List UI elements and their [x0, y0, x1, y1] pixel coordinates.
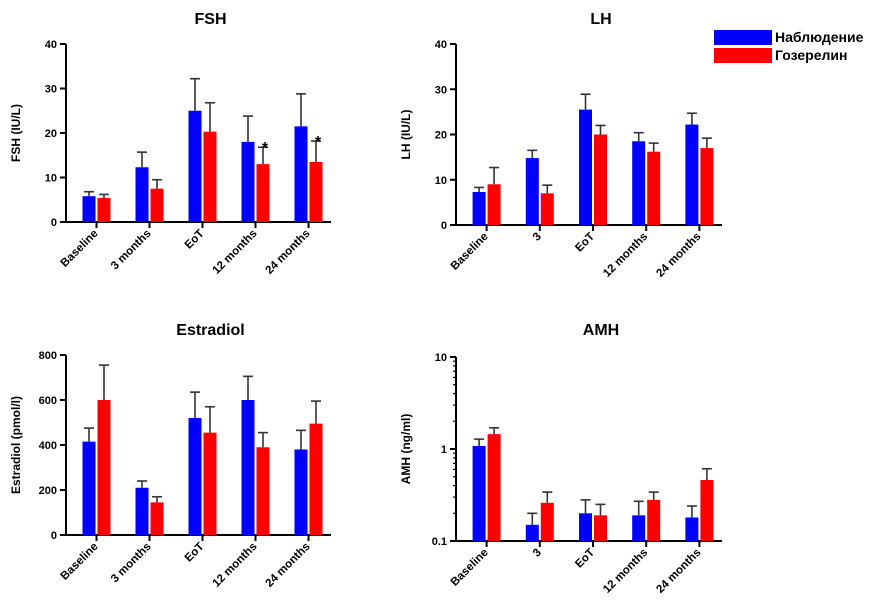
bar-goserelin [97, 400, 111, 535]
bar-observation [685, 124, 699, 225]
chart-title: Estradiol [176, 322, 244, 339]
x-tick-label: EoT [183, 228, 207, 252]
bar-goserelin [203, 432, 217, 535]
bar-observation [188, 110, 202, 222]
bar-goserelin [540, 193, 554, 225]
bar-observation [82, 441, 96, 535]
y-tick-label: 0 [51, 217, 57, 229]
bar-goserelin [647, 499, 661, 541]
bar-goserelin [700, 480, 714, 541]
x-tick-label: 24 months [263, 541, 312, 590]
y-tick-label: 10 [435, 352, 447, 364]
legend: Наблюдение Гозерелин [714, 29, 864, 63]
x-tick-label: 12 months [210, 228, 259, 277]
bar-goserelin [256, 164, 270, 222]
y-tick-label: 10 [45, 173, 57, 185]
bar-observation [579, 513, 592, 541]
bar-observation [294, 126, 308, 222]
x-tick-label: 3 [531, 231, 544, 244]
x-tick-label: 12 months [210, 541, 259, 590]
x-tick-label: 3 months [109, 228, 154, 273]
y-tick-label: 600 [39, 395, 57, 407]
bar-goserelin [540, 502, 554, 541]
y-tick-label: 30 [45, 84, 57, 96]
y-tick-label: 0 [441, 220, 447, 232]
bar-goserelin [309, 423, 323, 535]
chart-title: AMH [583, 322, 619, 339]
y-tick-label: 800 [39, 350, 57, 362]
legend-label: Гозерелин [775, 47, 847, 63]
bar-observation [294, 449, 308, 535]
y-tick-label: 1 [441, 444, 447, 456]
x-tick-label: 24 months [654, 547, 703, 596]
y-axis-label: Estradiol (pmol/l) [9, 396, 23, 494]
y-tick-label: 0 [51, 530, 57, 542]
chart-title: LH [590, 11, 611, 28]
y-tick-label: 0.1 [432, 536, 447, 548]
x-tick-label: 24 months [654, 231, 703, 280]
y-axis-label: AMH (ng/ml) [399, 414, 413, 485]
x-tick-label: EoT [573, 547, 597, 571]
y-tick-label: 40 [45, 39, 57, 51]
x-tick-label: 24 months [263, 228, 312, 277]
chart-panel-fsh: FSH FSH (IU/L) 0 10 20 30 40 Baseline 3 months Eo… [9, 11, 331, 277]
bar-observation [685, 517, 699, 541]
x-tick-label: 3 months [109, 541, 154, 586]
bar-goserelin [256, 447, 270, 535]
significance-marker: * [315, 134, 322, 151]
x-tick-label: Baseline [59, 541, 101, 583]
bar-observation [82, 196, 96, 222]
y-tick-label: 20 [435, 130, 447, 142]
chart-panel-estradiol: Estradiol Estradiol (pmol/l) 0 200 400 600 800… [9, 322, 331, 590]
y-tick-label: 20 [45, 128, 57, 140]
bar-goserelin [594, 515, 607, 541]
bar-observation [241, 141, 255, 222]
bar-observation [241, 400, 255, 535]
bar-goserelin [97, 197, 111, 222]
x-tick-label: EoT [183, 541, 207, 565]
bar-observation [135, 167, 149, 222]
bar-observation [525, 524, 539, 541]
bar-observation [525, 158, 539, 225]
legend-swatch [714, 48, 772, 63]
significance-marker: * [262, 140, 269, 157]
bar-goserelin [647, 151, 661, 225]
x-tick-label: Baseline [59, 228, 101, 270]
x-tick-label: Baseline [449, 231, 491, 273]
y-tick-label: 10 [435, 175, 447, 187]
bar-goserelin [487, 434, 501, 541]
bar-observation [632, 515, 646, 541]
y-tick-label: 40 [435, 39, 447, 51]
x-tick-label: 12 months [601, 231, 650, 280]
y-tick-label: 200 [39, 485, 57, 497]
bar-observation [472, 445, 486, 541]
x-tick-label: Baseline [449, 547, 491, 589]
legend-swatch [714, 30, 772, 45]
bar-observation [472, 191, 486, 225]
bar-observation [135, 487, 149, 535]
bar-observation [579, 109, 592, 225]
bar-observation [188, 418, 202, 535]
y-axis-label: LH (IU/L) [399, 110, 413, 160]
legend-label: Наблюдение [775, 29, 864, 45]
x-tick-label: EoT [573, 231, 597, 255]
y-tick-label: 30 [435, 84, 447, 96]
bar-goserelin [203, 131, 217, 222]
bar-goserelin [487, 184, 501, 225]
chart-panel-amh: AMH AMH (ng/ml) 0.1 1 10 Baseline 3 EoT 12 month… [399, 322, 722, 596]
bar-goserelin [309, 161, 323, 222]
bar-goserelin [594, 134, 607, 225]
chart-panel-lh: LH LH (IU/L) 0 10 20 30 40 Baseline 3 EoT 12 month… [399, 11, 722, 280]
y-tick-label: 400 [39, 440, 57, 452]
x-tick-label: 3 [531, 547, 544, 560]
bar-goserelin [150, 502, 164, 535]
x-tick-label: 12 months [601, 547, 650, 596]
bar-observation [632, 141, 646, 225]
bar-goserelin [700, 148, 714, 225]
y-axis-label: FSH (IU/L) [9, 104, 23, 162]
bar-goserelin [150, 188, 164, 222]
chart-title: FSH [195, 11, 227, 28]
